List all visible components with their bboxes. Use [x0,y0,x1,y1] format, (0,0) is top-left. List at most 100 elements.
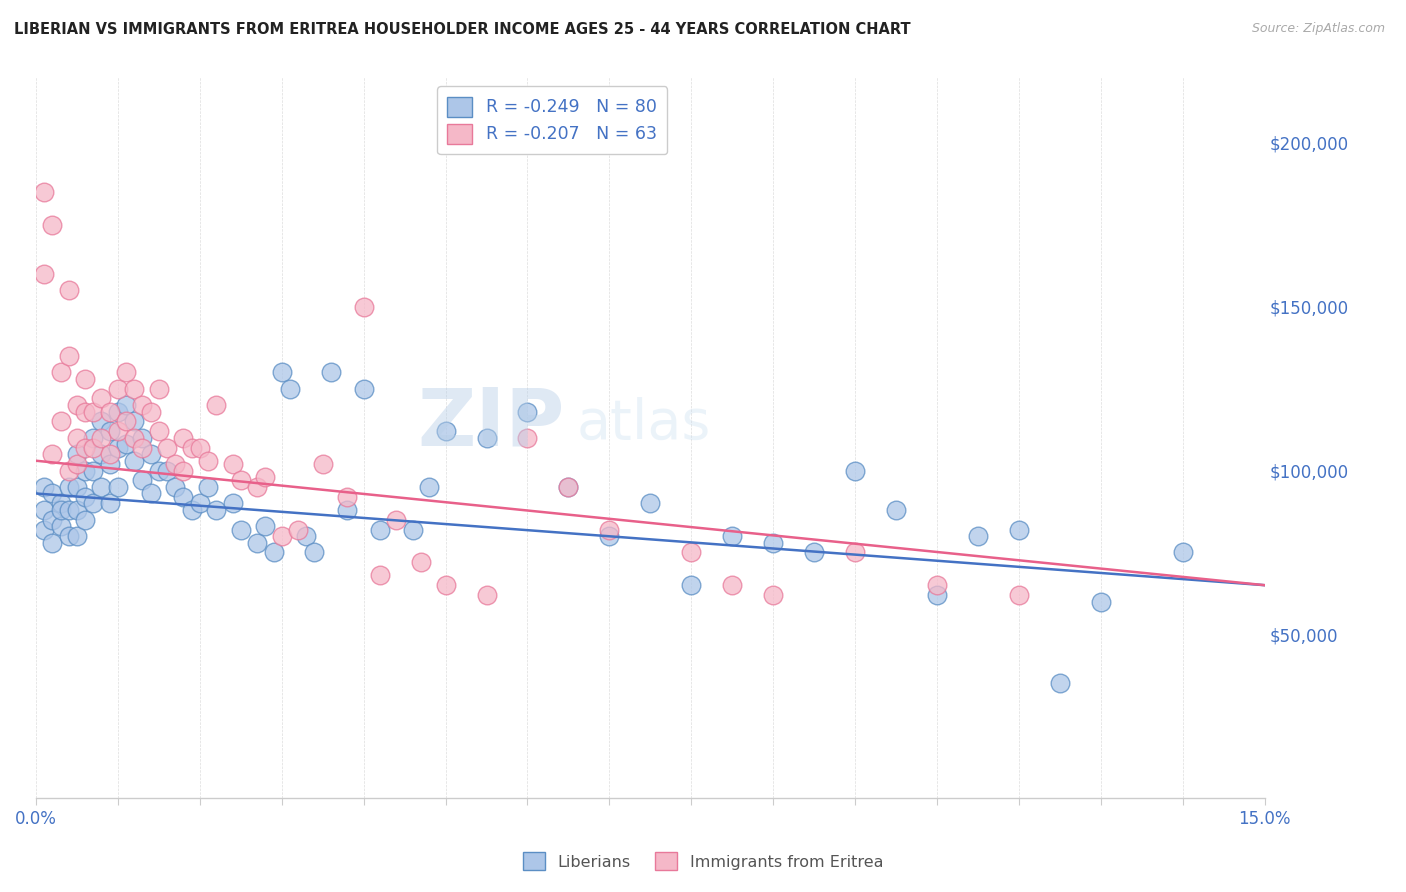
Point [58,284,80,298]
Legend: R = -0.249   N = 80, R = -0.207   N = 63: R = -0.249 N = 80, R = -0.207 N = 63 [437,87,666,154]
Point [49,496,72,510]
Point [295,529,318,543]
Point [270,365,292,379]
Point [75,490,97,504]
Point [66,457,89,471]
Text: Source: ZipAtlas.com: Source: ZipAtlas.com [1251,22,1385,36]
Point [188,441,211,455]
Point [122,454,145,468]
Point [229,474,252,488]
Point [66,480,89,494]
Point [721,529,744,543]
Point [75,372,97,386]
Point [49,503,72,517]
Point [681,545,703,559]
Point [32,185,55,199]
Point [762,535,785,549]
Point [148,382,170,396]
Point [90,414,112,428]
Point [115,365,138,379]
Point [32,523,55,537]
Point [32,480,55,494]
Point [418,480,440,494]
Point [66,447,89,461]
Point [246,535,269,549]
Point [803,545,825,559]
Point [82,404,104,418]
Point [385,513,408,527]
Point [122,382,145,396]
Point [368,523,391,537]
Point [75,404,97,418]
Point [165,457,187,471]
Point [336,503,359,517]
Point [107,424,129,438]
Point [927,588,949,602]
Point [139,447,162,461]
Point [131,441,153,455]
Point [107,441,129,455]
Point [75,513,97,527]
Point [49,519,72,533]
Point [927,578,949,592]
Point [221,496,243,510]
Point [516,404,538,418]
Point [254,470,277,484]
Point [205,503,228,517]
Point [475,431,498,445]
Point [304,545,326,559]
Point [221,457,243,471]
Point [409,555,432,569]
Point [434,424,457,438]
Point [90,447,112,461]
Point [66,398,89,412]
Point [434,578,457,592]
Point [598,523,620,537]
Point [1008,588,1031,602]
Point [98,424,121,438]
Point [270,529,292,543]
Point [246,480,269,494]
Point [41,486,63,500]
Point [148,464,170,478]
Point [197,454,219,468]
Point [172,490,194,504]
Point [58,464,80,478]
Point [287,523,309,537]
Point [165,480,187,494]
Point [598,529,620,543]
Point [82,431,104,445]
Point [139,404,162,418]
Point [172,431,194,445]
Point [156,464,179,478]
Point [107,404,129,418]
Point [58,503,80,517]
Point [254,519,277,533]
Point [90,431,112,445]
Point [115,437,138,451]
Legend: Liberians, Immigrants from Eritrea: Liberians, Immigrants from Eritrea [516,846,890,877]
Point [721,578,744,592]
Point [98,447,121,461]
Point [762,588,785,602]
Point [205,398,228,412]
Point [32,503,55,517]
Point [66,431,89,445]
Point [75,464,97,478]
Point [188,496,211,510]
Point [107,480,129,494]
Point [884,503,907,517]
Point [172,464,194,478]
Point [122,431,145,445]
Point [180,503,202,517]
Point [516,431,538,445]
Point [98,496,121,510]
Point [41,513,63,527]
Text: ZIP: ZIP [418,384,564,462]
Point [41,218,63,232]
Point [197,480,219,494]
Point [49,365,72,379]
Point [844,464,866,478]
Text: atlas: atlas [576,396,711,450]
Point [41,535,63,549]
